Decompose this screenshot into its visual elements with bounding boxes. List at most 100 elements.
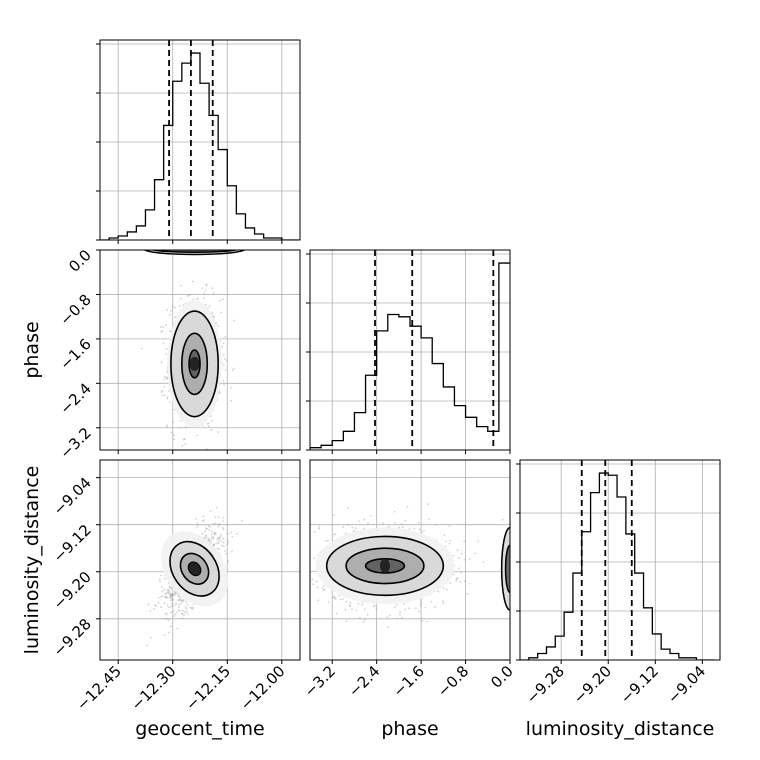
scatter-point [203,292,206,294]
scatter-point [220,544,223,547]
scatter-point [207,422,210,425]
scatter-point [168,313,171,316]
scatter-point [181,600,184,603]
scatter-point [162,326,165,328]
scatter-point [196,526,198,529]
scatter-point [424,606,427,609]
scatter-point [214,532,217,535]
scatter-point [171,305,174,308]
scatter-point [163,588,166,591]
scatter-point [349,605,352,608]
scatter-point [165,347,168,350]
scatter-point [342,526,344,528]
scatter-point [159,581,161,583]
scatter-point [206,422,209,425]
scatter-point [408,607,411,610]
scatter-point [217,537,220,539]
scatter-point [351,608,353,611]
scatter-point [169,595,172,598]
scatter-point [313,557,316,560]
scatter-point [344,608,347,611]
ytick-label-luminosity_distance-1: −9.20 [50,568,95,613]
scatter-point [220,311,223,314]
scatter-point [414,607,417,610]
scatter-point [312,583,315,586]
scatter-point [226,543,229,546]
scatter-point [443,534,446,537]
scatter-point [179,426,181,429]
scatter-point [222,342,225,345]
scatter-point [318,525,321,528]
scatter-point [212,544,215,546]
scatter-point [434,606,436,608]
scatter-point [209,525,211,528]
scatter-point [223,383,225,386]
scatter-point [395,603,398,606]
scatter-point [177,609,180,612]
scatter-point [419,599,422,601]
scatter-point [150,636,152,639]
scatter-point [363,608,366,610]
scatter-point [181,612,183,615]
scatter-point [172,594,175,597]
scatter-point [164,612,167,615]
scatter-point [466,593,469,595]
scatter-point [373,605,376,607]
scatter-point [375,607,378,610]
scatter-point [458,557,460,560]
scatter-point [210,539,212,542]
scatter-point [217,542,220,545]
scatter-point [464,558,467,561]
scatter-point [174,594,176,596]
scatter-point [437,590,440,593]
scatter-point [212,535,215,538]
scatter-point [147,603,150,606]
scatter-point [180,602,182,605]
scatter-point [456,549,459,552]
scatter-point [160,391,163,394]
scatter-point [165,595,167,598]
scatter-point [167,619,170,622]
scatter-point [449,539,452,542]
xtick-label-geocent_time-3: −12.00 [237,662,289,714]
scatter-point [177,606,180,609]
scatter-point [222,516,225,519]
scatter-point [404,519,406,522]
scatter-point [369,514,372,517]
scatter-point [205,303,207,306]
scatter-point [404,608,407,611]
scatter-point [165,324,167,327]
scatter-point [426,621,429,623]
scatter-point [210,428,213,431]
scatter-point [171,593,174,596]
scatter-point [423,530,425,532]
scatter-point [167,592,170,595]
xtick-label-luminosity_distance-2: −9.12 [617,662,662,707]
scatter-point [175,602,177,604]
scatter-point [213,533,216,536]
scatter-point [175,603,177,606]
ytick-label-phase-2: −1.6 [56,335,94,373]
scatter-point [474,552,477,555]
scatter-point [171,594,173,597]
scatter-point [175,592,178,595]
scatter-point [169,309,172,312]
scatter-point [212,291,215,294]
scatter-point [463,580,466,583]
scatter-point [208,538,211,541]
scatter-point [229,386,232,389]
scatter-point [164,618,167,620]
scatter-point [327,540,329,542]
scatter-point [393,510,396,513]
scatter-point [216,547,219,550]
scatter-point [166,425,169,428]
scatter-point [348,604,351,607]
scatter-point [325,540,327,543]
panel-frame-1-1 [309,249,511,451]
ytick-label-phase-3: −0.8 [56,291,94,329]
scatter-point [362,621,365,623]
scatter-point [222,380,225,382]
secondary-mode-phase-vs-geocent_time-1 [150,250,239,253]
scatter-point [501,518,504,521]
xtick-label-phase-1: −2.4 [345,662,383,700]
